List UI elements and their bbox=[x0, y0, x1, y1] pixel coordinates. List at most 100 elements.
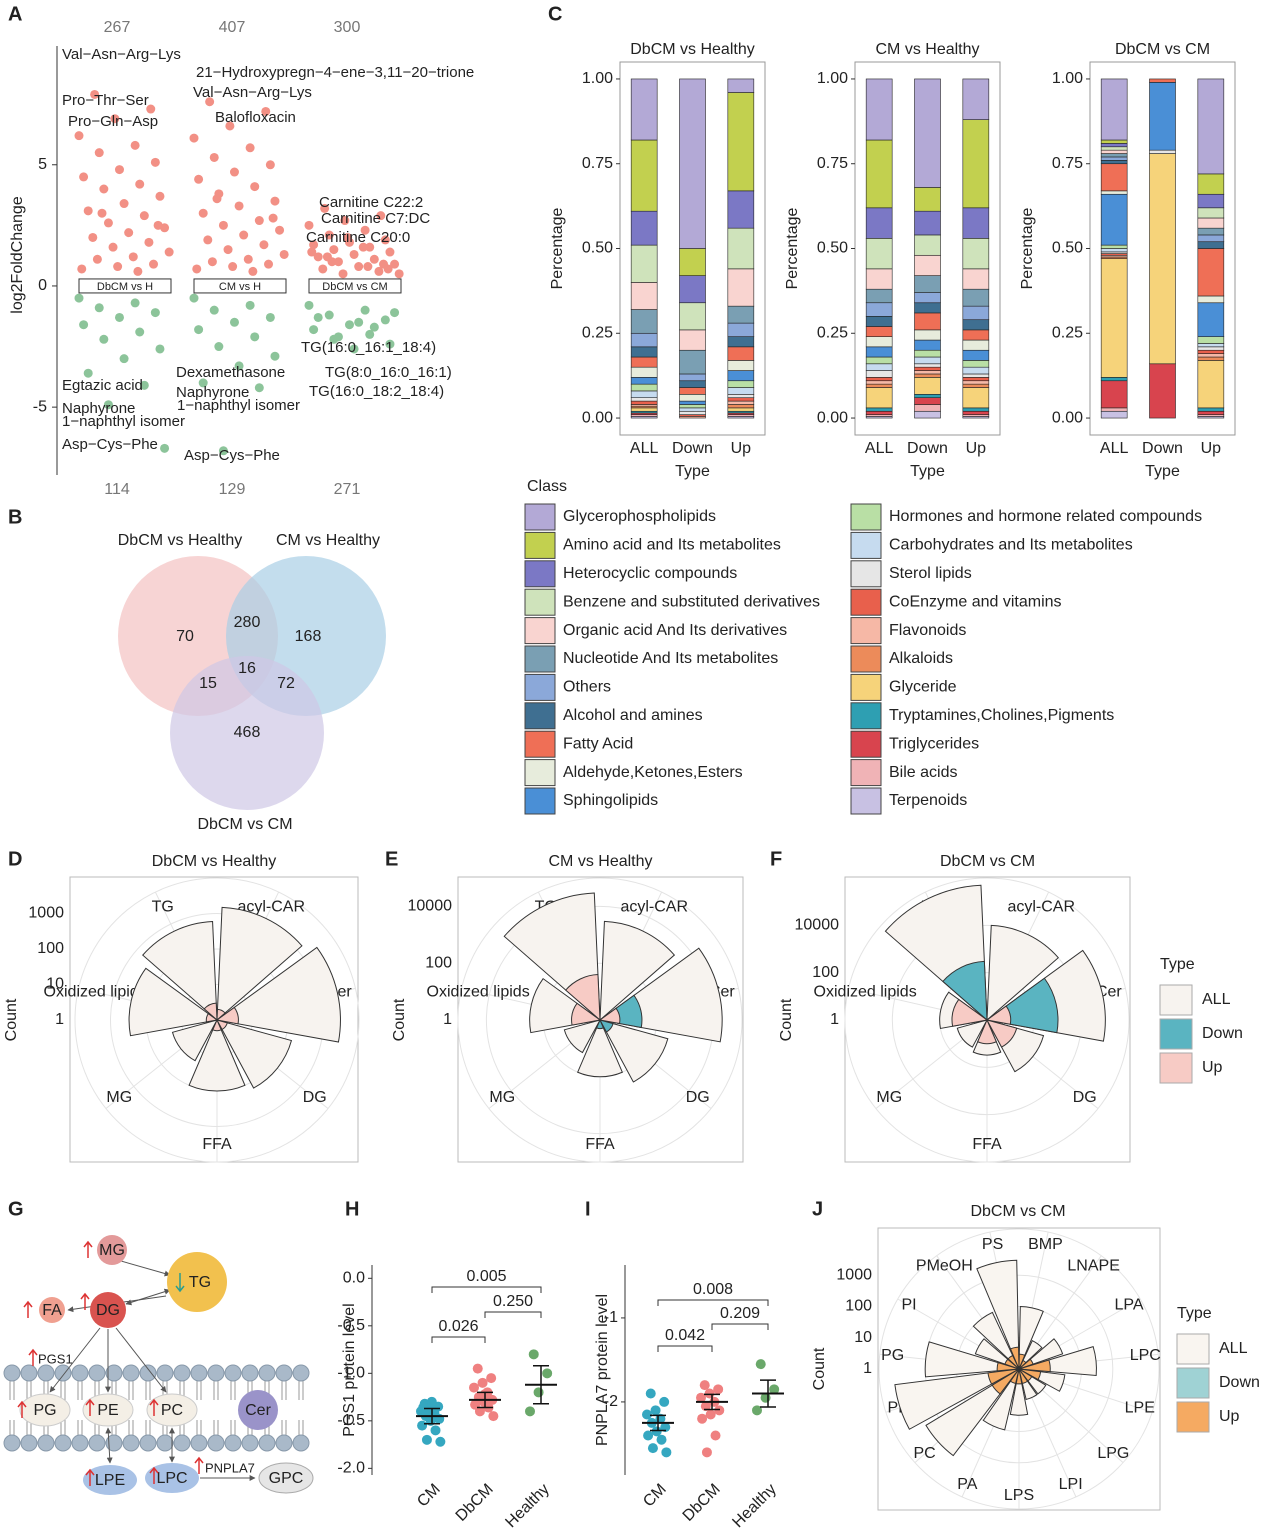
error-bar bbox=[650, 1414, 666, 1432]
legend-label: Hormones and hormone related compounds bbox=[889, 508, 1202, 525]
polar-bar bbox=[942, 960, 988, 1022]
node-label: GPC bbox=[269, 1470, 304, 1487]
up-point bbox=[358, 242, 368, 252]
lipid-head bbox=[241, 1434, 259, 1452]
polar-bar bbox=[977, 1018, 997, 1045]
y-tick-label: 1 bbox=[443, 1011, 452, 1028]
point bbox=[700, 1401, 711, 1412]
legend-label: ALL bbox=[1219, 1340, 1248, 1357]
category-label: PA bbox=[957, 1476, 977, 1493]
y-tick-label: -2.0 bbox=[337, 1460, 365, 1477]
category-label: FFA bbox=[585, 1136, 615, 1153]
polar-bar bbox=[1018, 1359, 1051, 1373]
category-label: PG bbox=[881, 1347, 904, 1364]
category-label: Oxidized lipids bbox=[44, 983, 147, 1000]
down-point bbox=[99, 334, 109, 344]
group-label: DbCM vs CM bbox=[322, 281, 387, 293]
bar-segment bbox=[914, 377, 941, 395]
up-point bbox=[189, 133, 199, 143]
point bbox=[418, 1402, 429, 1413]
legend-swatch bbox=[1159, 1052, 1193, 1084]
error-bar bbox=[424, 1407, 440, 1425]
up-point bbox=[97, 208, 107, 218]
error-bar bbox=[760, 1379, 776, 1408]
bracket bbox=[711, 1323, 769, 1330]
category-label: PS bbox=[982, 1236, 1003, 1253]
bar-segment bbox=[1100, 248, 1128, 253]
legend-label: Terpenoids bbox=[889, 792, 967, 809]
down-point bbox=[189, 293, 199, 303]
lipid-head bbox=[258, 1364, 276, 1382]
category-label: LNAPE bbox=[1067, 1257, 1119, 1274]
node bbox=[19, 1393, 71, 1427]
node-label: MG bbox=[99, 1242, 125, 1259]
down-point bbox=[324, 310, 334, 320]
legend-swatch bbox=[524, 787, 556, 815]
up-point bbox=[354, 262, 364, 272]
up-point bbox=[194, 174, 204, 184]
node-label: TG bbox=[189, 1274, 211, 1291]
point bbox=[477, 1377, 488, 1388]
down-point bbox=[354, 317, 364, 327]
legend-swatch bbox=[524, 702, 556, 730]
lipid-head bbox=[207, 1364, 225, 1382]
node-label: LPE bbox=[95, 1472, 125, 1489]
polar-bar bbox=[599, 920, 676, 1022]
bar-segment bbox=[679, 407, 706, 412]
bar-segment bbox=[727, 380, 755, 388]
legend-swatch bbox=[524, 617, 556, 645]
bar-segment bbox=[865, 78, 893, 141]
arrow bbox=[125, 1288, 171, 1306]
venn-count: 72 bbox=[277, 675, 295, 692]
point bbox=[435, 1436, 446, 1447]
lipid-head bbox=[292, 1364, 310, 1382]
bar-segment bbox=[1197, 78, 1225, 175]
panel-letter: G bbox=[8, 1198, 24, 1220]
chart-title: DbCM vs CM bbox=[1115, 41, 1210, 58]
venn-count: 280 bbox=[234, 614, 261, 631]
up-point bbox=[327, 257, 337, 267]
bar-segment bbox=[1100, 377, 1128, 382]
polar-bar bbox=[996, 1362, 1020, 1372]
legend-label: Up bbox=[1202, 1059, 1223, 1076]
y-tick-label: 100 bbox=[845, 1298, 872, 1315]
y-axis-label: log2FoldChange bbox=[9, 196, 26, 314]
down-point bbox=[214, 342, 224, 352]
x-tick-label: Up bbox=[731, 440, 752, 457]
venn-count: 168 bbox=[295, 628, 322, 645]
up-point bbox=[155, 191, 165, 201]
bar-segment bbox=[630, 309, 658, 334]
annotation: 1−naphthyl isomer bbox=[62, 413, 185, 430]
point bbox=[650, 1405, 661, 1416]
venn-set-label: DbCM vs CM bbox=[197, 816, 292, 833]
up-point bbox=[192, 264, 202, 274]
up-point bbox=[128, 252, 138, 262]
p-value: 0.026 bbox=[438, 1318, 478, 1335]
venn-count: 15 bbox=[199, 675, 217, 692]
lipid-head bbox=[3, 1364, 21, 1382]
bar-segment bbox=[1100, 149, 1128, 154]
bar-segment bbox=[1149, 78, 1176, 83]
bar-segment bbox=[1197, 360, 1225, 409]
up-point bbox=[114, 165, 124, 175]
annotation: Val−Asn−Arg−Lys bbox=[193, 84, 312, 101]
y-tick-label: 0.50 bbox=[817, 240, 848, 257]
down-arrow bbox=[175, 1273, 185, 1293]
bar-segment bbox=[865, 370, 893, 378]
y-tick-label: 10 bbox=[854, 1329, 872, 1346]
bar-segment bbox=[962, 366, 990, 375]
bar-segment bbox=[1100, 153, 1128, 158]
up-point bbox=[265, 160, 275, 170]
lipid-head bbox=[173, 1364, 191, 1382]
bar-segment bbox=[914, 292, 941, 304]
enzyme-label: PGS1 bbox=[38, 1351, 73, 1366]
category-label: MG bbox=[489, 1089, 515, 1106]
point bbox=[769, 1384, 780, 1395]
bar-segment bbox=[630, 346, 658, 358]
panel-letter: B bbox=[8, 506, 22, 528]
lipid-head bbox=[37, 1434, 55, 1452]
down-point bbox=[270, 351, 280, 361]
bar-segment bbox=[727, 336, 755, 348]
bar-segment bbox=[679, 329, 706, 351]
legend-label: Up bbox=[1219, 1408, 1240, 1425]
